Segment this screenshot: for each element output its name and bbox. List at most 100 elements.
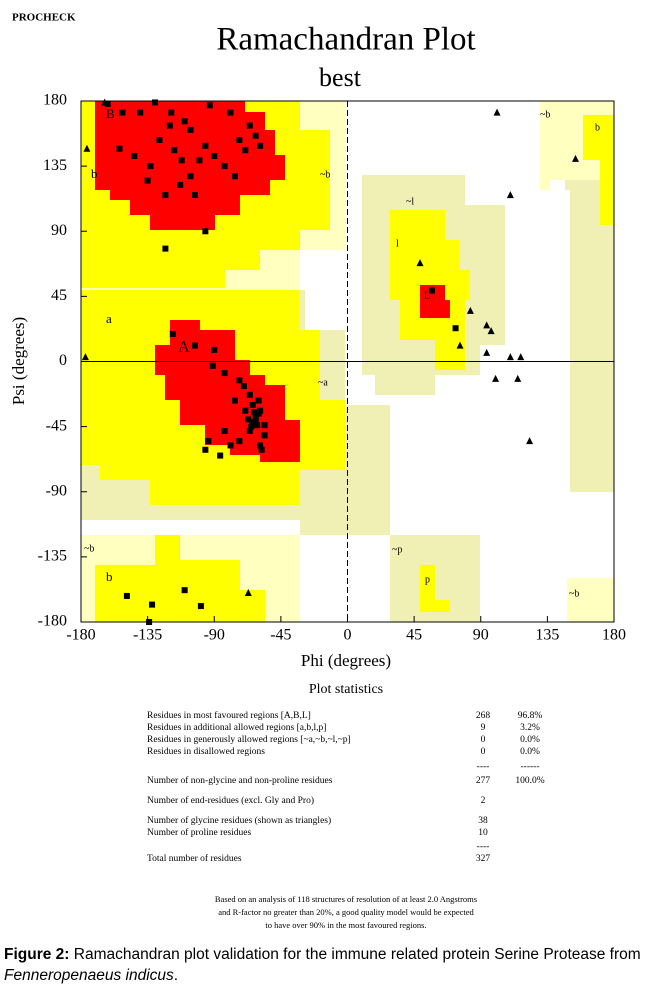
statistics-count: 0 — [481, 747, 486, 757]
residue-point — [166, 122, 173, 129]
x-axis-label: Phi (degrees) — [301, 651, 391, 670]
statistics-label: Number of proline residues — [147, 827, 252, 838]
statistics-percent: ------ — [521, 762, 540, 772]
statistics-label: Residues in most favoured regions [A,B,L… — [147, 710, 311, 721]
glycine-point — [492, 374, 500, 382]
residue-point — [162, 192, 169, 199]
residue-point — [202, 446, 209, 453]
statistics-percent: 0.0% — [520, 735, 540, 745]
residue-point — [131, 152, 138, 159]
x-tick-label: 45 — [406, 627, 422, 644]
residue-point — [254, 422, 261, 429]
statistics-count: 268 — [476, 711, 491, 721]
y-tick-label: -45 — [46, 417, 67, 434]
x-tick-label: 180 — [602, 627, 626, 644]
statistics-note: Based on an analysis of 118 structures o… — [215, 894, 477, 904]
residue-point — [196, 157, 203, 164]
glycine-point — [101, 98, 109, 106]
residue-point — [169, 331, 176, 338]
residue-point — [149, 601, 156, 608]
region-label: L — [424, 290, 430, 301]
statistics-count: 9 — [481, 723, 486, 733]
core-region — [420, 285, 450, 318]
glycine-point — [83, 144, 91, 152]
residue-point — [248, 423, 255, 430]
glycine-point — [517, 353, 525, 361]
residue-point — [177, 181, 184, 188]
statistics-percent: 100.0% — [515, 776, 544, 786]
region-label: b — [91, 166, 98, 181]
x-tick-label: 0 — [344, 627, 352, 644]
region-label: b — [595, 122, 600, 133]
caption-end: . — [173, 967, 179, 984]
region-label: A — [178, 339, 190, 356]
core-region — [95, 101, 285, 230]
statistics-label: Residues in additional allowed regions [… — [147, 723, 326, 733]
residue-point — [236, 137, 243, 144]
residue-point — [162, 245, 169, 252]
glycine-point — [456, 341, 464, 349]
region-label: p — [425, 574, 430, 585]
y-tick-label: 45 — [51, 287, 67, 304]
y-tick-label: 90 — [51, 222, 67, 239]
x-tick-label: -135 — [133, 627, 162, 644]
residue-point — [249, 401, 256, 408]
statistics-count: 327 — [476, 854, 491, 864]
glycine-point — [487, 327, 495, 335]
residue-point — [211, 346, 218, 353]
residue-point — [231, 173, 238, 180]
region-label: ~l — [406, 196, 414, 207]
residue-point — [227, 442, 234, 449]
generous-region — [567, 578, 614, 622]
statistics-percent: 3.2% — [520, 723, 540, 733]
y-tick-label: -180 — [38, 613, 67, 630]
residue-point — [152, 99, 159, 106]
region-label: ~b — [540, 109, 550, 120]
residue-point — [187, 126, 194, 133]
residue-point — [147, 163, 154, 170]
residue-point — [257, 142, 264, 149]
residue-point — [227, 109, 234, 116]
residue-point — [261, 422, 268, 429]
region-label: ~b — [84, 543, 94, 554]
region-label: b — [106, 569, 113, 584]
chart-subtitle: best — [319, 63, 362, 92]
residue-point — [249, 419, 256, 426]
residue-point — [146, 619, 153, 625]
residue-point — [181, 118, 188, 125]
glycine-point — [526, 437, 534, 445]
residue-point — [257, 442, 264, 449]
x-tick-label: -180 — [66, 627, 95, 644]
statistics-note: and R-factor no greater than 20%, a good… — [218, 907, 474, 917]
statistics-count: 0 — [481, 735, 486, 745]
residue-point — [261, 432, 268, 439]
statistics-count: 38 — [478, 816, 488, 826]
residue-point — [202, 142, 209, 149]
caption-label: Figure 2: — [4, 946, 70, 963]
region-labels: B b A a b ~b ~a ~b ~b b ~l l L ~p p ~b — [84, 106, 600, 599]
glycine-point — [493, 108, 501, 116]
statistics-label: Total number of residues — [147, 853, 242, 864]
residue-point — [197, 603, 204, 610]
residue-point — [221, 370, 228, 377]
residue-point — [236, 438, 243, 445]
residue-point — [181, 587, 188, 594]
x-tick-label: 90 — [473, 627, 489, 644]
residue-point — [192, 342, 199, 349]
statistics-percent: 0.0% — [520, 747, 540, 757]
x-tick-label: -90 — [204, 627, 225, 644]
statistics-count: 277 — [476, 776, 491, 786]
residue-point — [202, 228, 209, 235]
residue-point — [258, 446, 265, 453]
glycine-point — [244, 589, 252, 597]
region-label: a — [106, 311, 112, 326]
generous-region — [565, 180, 614, 492]
statistics-count: ---- — [477, 762, 490, 772]
residue-point — [209, 362, 216, 369]
statistics-title: Plot statistics — [309, 682, 383, 697]
residue-point — [171, 147, 178, 154]
residue-point — [246, 122, 253, 129]
glycine-point — [483, 348, 491, 356]
statistics-count: ---- — [477, 842, 490, 852]
glycine-point — [506, 191, 514, 199]
